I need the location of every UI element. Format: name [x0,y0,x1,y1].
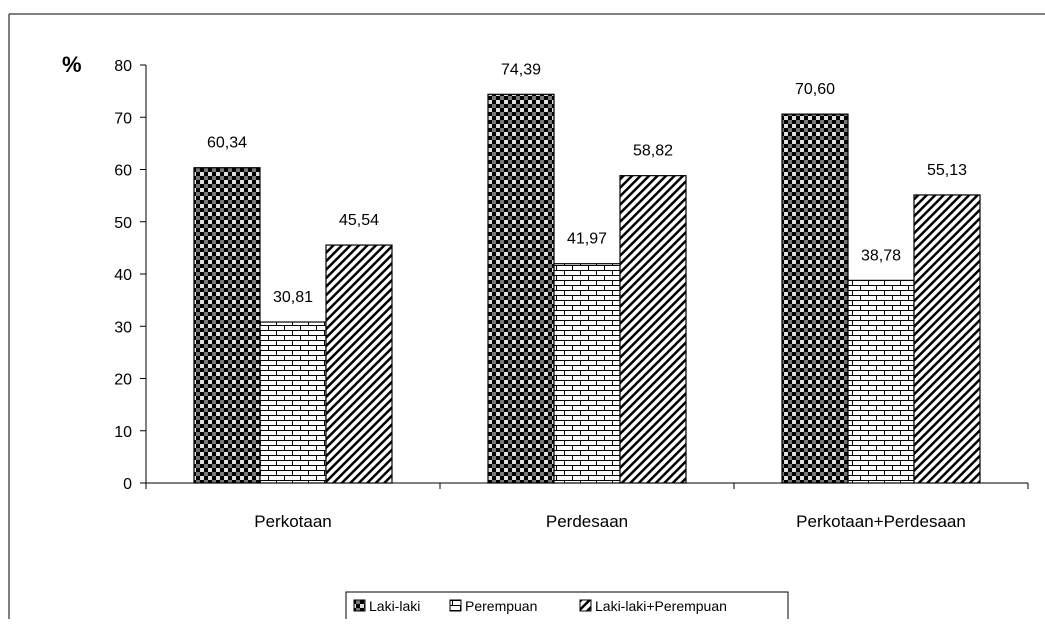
data-label: 41,97 [567,231,607,248]
y-tick-label: 60 [114,163,132,180]
legend-swatch-diag [579,599,592,612]
y-tick-label: 70 [114,110,132,127]
y-tick-label: 0 [123,476,132,493]
bar-check [193,167,261,484]
data-label: 30,81 [273,289,313,306]
legend: Laki-laki Perempuan Laki-laki+Perempuan [345,591,789,621]
legend-box [345,591,789,621]
legend-label: Laki-laki+Perempuan [595,598,727,614]
bars [193,93,981,484]
y-tick-label: 80 [114,58,132,75]
y-tick-label: 30 [114,319,132,336]
bar-check [487,93,555,484]
legend-swatch-check [353,599,366,612]
data-label: 45,54 [339,212,379,229]
data-label: 60,34 [207,135,247,152]
legend-swatch-brick [449,599,462,612]
data-label: 70,60 [795,81,835,98]
data-labels: 60,34 30,81 45,54 74,39 41,97 58,82 70,60 38,78… [207,61,967,306]
bar-brick [553,263,621,484]
y-tick-label: 20 [114,372,132,389]
bar-diag [325,244,393,484]
legend-label: Perempuan [465,598,537,614]
bar-brick [847,279,915,484]
y-tick-label: 40 [114,267,132,284]
data-label: 55,13 [927,162,967,179]
axes: 0 10 20 30 40 50 60 70 80 Perkotaan Perdesaan Perko… [114,58,1029,531]
y-tick-label: 50 [114,215,132,232]
bar-diag [913,194,981,484]
legend-label: Laki-laki [369,598,420,614]
data-label: 74,39 [501,61,541,78]
data-label: 38,78 [861,247,901,264]
bar-diag [619,175,687,484]
bar-check [781,113,849,484]
y-axis-label: % [62,52,82,77]
category-label: Perdesaan [546,512,628,531]
category-label: Perkotaan [254,512,332,531]
bar-brick [259,321,327,484]
data-label: 58,82 [633,143,673,160]
category-label: Perkotaan+Perdesaan [796,512,966,531]
y-tick-label: 10 [114,424,132,441]
